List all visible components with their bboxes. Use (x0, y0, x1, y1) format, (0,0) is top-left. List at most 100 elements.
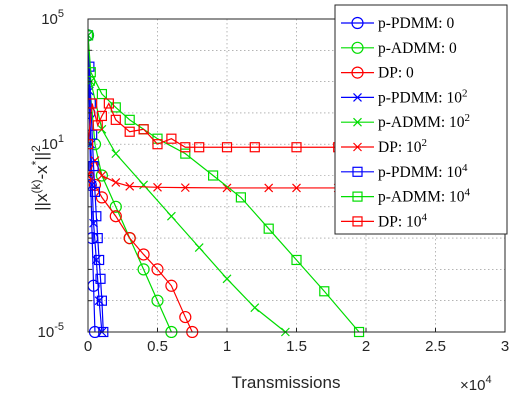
data-point (88, 67, 96, 78)
data-point (208, 170, 219, 181)
legend-swatch-marker (352, 216, 363, 227)
legend-entry: p-PDMM: 104 (341, 162, 468, 181)
x-axis-multiplier: ×104 (460, 374, 492, 394)
data-point (111, 149, 121, 159)
x-tick-label: 2 (362, 338, 370, 355)
data-point (180, 183, 190, 193)
data-point (94, 254, 105, 266)
data-point (166, 211, 176, 221)
data-point (88, 160, 99, 172)
data-point (95, 169, 109, 182)
data-point (88, 98, 98, 109)
legend-label: DP: 102 (378, 137, 427, 156)
data-point (88, 171, 93, 180)
x-axis-label: Transmissions (232, 373, 341, 392)
data-point (109, 200, 122, 213)
data-point (124, 114, 135, 125)
data-point (180, 142, 191, 153)
data-point (221, 142, 233, 153)
data-point (194, 142, 205, 153)
series-group (88, 29, 505, 338)
legend-swatch-marker (352, 166, 363, 177)
legend-label: p-PDMM: 104 (378, 162, 468, 181)
series-7 (88, 30, 365, 338)
data-point (138, 124, 149, 135)
data-point (165, 279, 178, 292)
data-point (137, 248, 150, 261)
data-point (153, 182, 162, 192)
legend-entry: p-PDMM: 0 (341, 15, 454, 32)
data-point (96, 110, 108, 122)
legend-entry: DP: 0 (341, 65, 414, 82)
data-point (88, 139, 94, 150)
data-point (291, 254, 302, 266)
legend-swatch-marker (353, 117, 362, 127)
data-point (125, 181, 135, 191)
data-point (124, 126, 135, 137)
legend-label: p-ADMM: 104 (378, 187, 471, 206)
legend-swatch-marker (351, 16, 364, 30)
data-point (139, 180, 149, 190)
x-tick-label: 3 (501, 338, 509, 355)
data-point (152, 139, 163, 150)
data-point (291, 142, 302, 153)
legend-entry: p-ADMM: 0 (341, 40, 457, 57)
data-point (109, 210, 122, 223)
y-tick-label: 101 (41, 133, 64, 153)
data-point (249, 142, 260, 153)
data-point (179, 310, 192, 324)
legend-label: p-PDMM: 102 (378, 87, 467, 106)
data-point (92, 233, 103, 244)
legend-entry: DP: 104 (341, 211, 428, 230)
data-point (88, 29, 95, 42)
data-point (97, 171, 107, 180)
series-line (88, 175, 193, 333)
data-point (96, 295, 108, 306)
data-point (180, 148, 191, 159)
legend-swatch-marker (352, 191, 363, 202)
data-point (88, 61, 95, 72)
legend-box (334, 4, 508, 235)
data-point (95, 191, 109, 204)
data-point (103, 98, 114, 109)
tick-labels: 0 0.5 1 1.5 2 2.5 3 10-5 101 105 (38, 8, 510, 355)
y-tick-label: 105 (41, 8, 64, 28)
data-point (151, 294, 164, 307)
x-tick-label: 2.5 (425, 338, 446, 355)
series-line (88, 35, 104, 333)
x-tick-label: 1 (223, 338, 231, 355)
x-tick-label: 0.5 (147, 338, 168, 355)
legend: p-PDMM: 0 p-ADMM: 0 DP: 0 p-PDMM: 102 p-ADMM… (334, 4, 508, 235)
legend-entry: DP: 102 (341, 137, 427, 156)
legend-label: p-PDMM: 0 (378, 15, 454, 32)
legend-label: p-ADMM: 0 (378, 40, 457, 57)
data-point (263, 223, 274, 234)
data-point (137, 263, 150, 276)
data-point (123, 232, 136, 245)
data-point (319, 286, 330, 297)
legend-label: DP: 0 (378, 65, 414, 82)
data-point (88, 30, 94, 41)
data-point (235, 192, 246, 203)
data-point (89, 186, 101, 197)
data-point (250, 303, 260, 313)
x-tick-label: 0 (84, 338, 92, 355)
legend-swatch-marker (353, 142, 362, 152)
data-point (88, 30, 93, 40)
data-point (91, 211, 102, 222)
data-point (96, 88, 108, 100)
legend-label: DP: 104 (378, 211, 428, 230)
series-line (88, 35, 360, 333)
data-point (194, 243, 204, 252)
data-point (151, 263, 164, 276)
legend-swatch-marker (353, 92, 362, 102)
data-point (222, 183, 232, 193)
legend-entry: p-ADMM: 102 (341, 112, 470, 131)
data-point (110, 114, 121, 125)
data-point (264, 183, 274, 193)
series-line (88, 35, 103, 333)
data-point (95, 273, 106, 284)
y-axis-label: ||x(k)-x*||2 (29, 145, 51, 211)
y-tick-label: 10-5 (38, 321, 64, 341)
